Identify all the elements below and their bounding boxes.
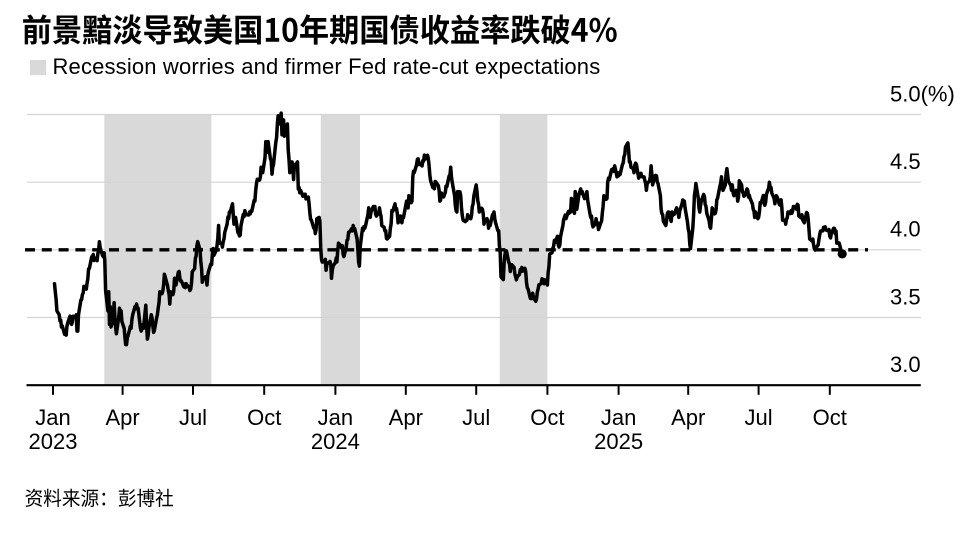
svg-text:4.0: 4.0: [890, 217, 921, 242]
svg-text:Jan: Jan: [601, 405, 636, 430]
svg-text:3.5: 3.5: [890, 284, 921, 309]
svg-text:Jan: Jan: [35, 405, 70, 430]
svg-text:Oct: Oct: [813, 405, 847, 430]
svg-text:4.5: 4.5: [890, 149, 921, 174]
svg-text:3.0: 3.0: [890, 352, 921, 377]
svg-text:Apr: Apr: [105, 405, 139, 430]
svg-text:Oct: Oct: [247, 405, 281, 430]
svg-text:5.0(%): 5.0(%): [890, 81, 955, 106]
svg-text:Jul: Jul: [462, 405, 490, 430]
svg-text:Recession worries and firmer F: Recession worries and firmer Fed rate-cu…: [53, 54, 601, 79]
svg-text:2023: 2023: [29, 429, 78, 454]
svg-text:Apr: Apr: [671, 405, 705, 430]
svg-text:Jul: Jul: [179, 405, 207, 430]
svg-text:Jan: Jan: [318, 405, 353, 430]
svg-text:2025: 2025: [594, 429, 643, 454]
svg-text:2024: 2024: [311, 429, 360, 454]
svg-text:Oct: Oct: [530, 405, 564, 430]
svg-text:Apr: Apr: [389, 405, 423, 430]
svg-text:Jul: Jul: [745, 405, 773, 430]
